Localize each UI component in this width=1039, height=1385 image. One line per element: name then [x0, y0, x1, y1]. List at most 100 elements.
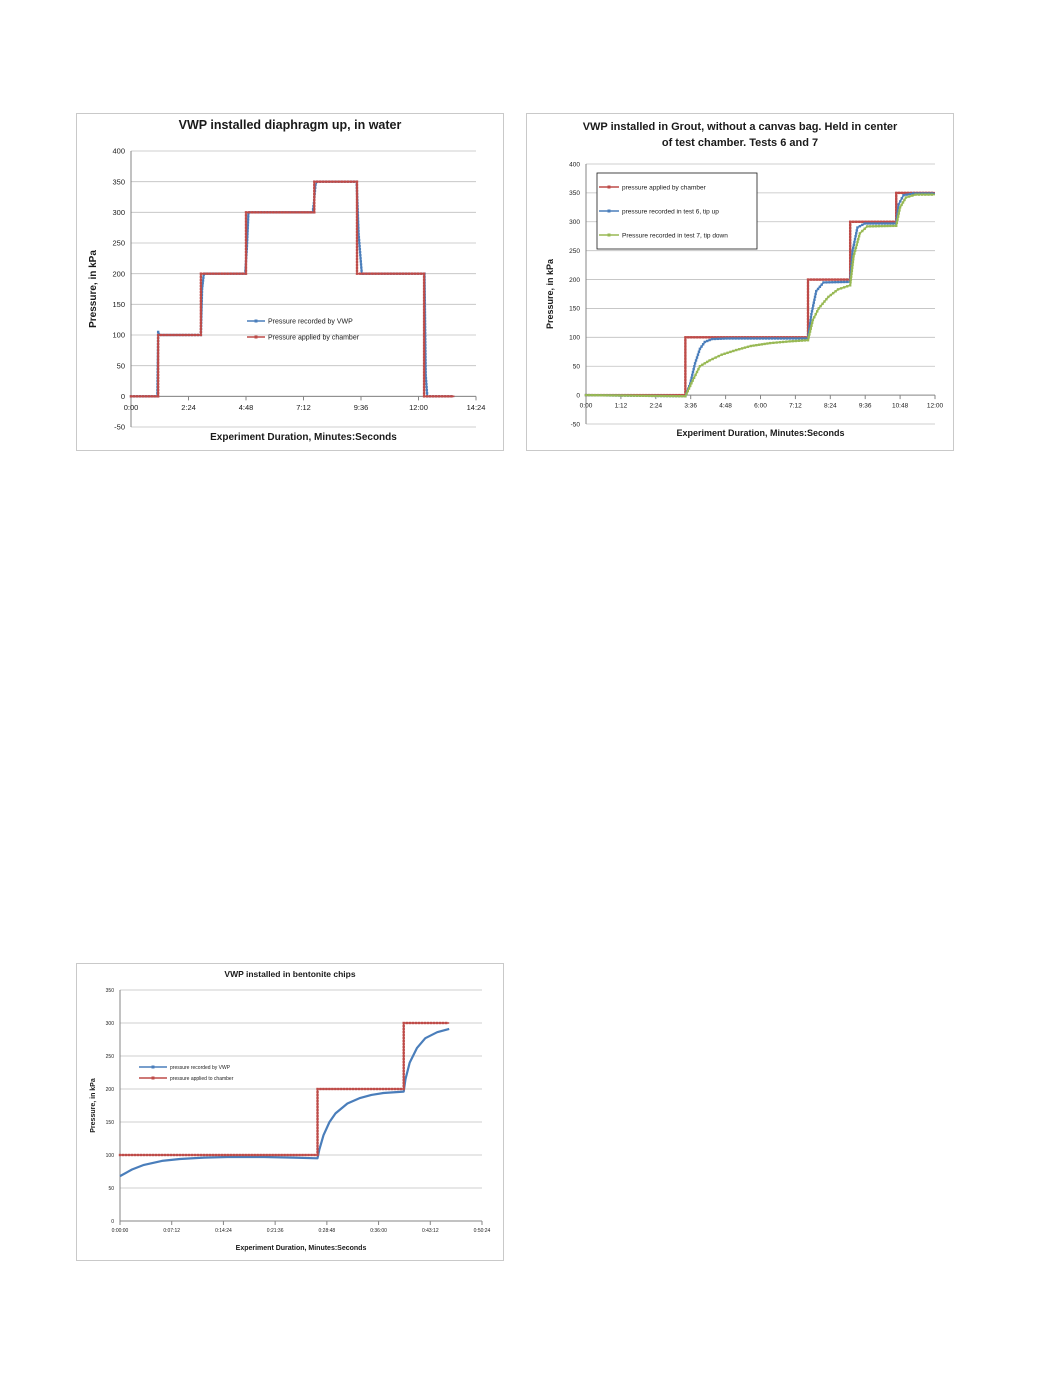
series-marker-3 — [695, 370, 699, 374]
series-marker-1 — [359, 254, 362, 257]
series-marker-2 — [861, 223, 864, 227]
series-marker-2 — [417, 1021, 421, 1025]
series-marker-3 — [701, 363, 704, 366]
x-tick-label: 14:24 — [467, 403, 486, 412]
series-marker-1 — [359, 263, 363, 266]
series-marker-2 — [447, 395, 450, 398]
chart-bentonite: VWP installed in bentonite chips 0 50 100 15… — [76, 963, 504, 1261]
series-marker-2 — [355, 219, 359, 222]
series-marker-3 — [698, 365, 702, 368]
series-marker-2 — [779, 337, 783, 340]
series-marker-2 — [244, 254, 248, 257]
series-marker-2 — [156, 364, 160, 367]
series-marker-1 — [684, 378, 687, 382]
series-marker-2 — [693, 365, 696, 368]
series-line-1 — [131, 180, 455, 398]
series-marker-2 — [220, 1153, 223, 1157]
series-marker-2 — [896, 209, 900, 212]
series-marker-2 — [265, 1153, 268, 1157]
series-marker-3 — [645, 394, 648, 398]
series-marker-3 — [808, 330, 812, 333]
series-marker-2 — [355, 186, 359, 189]
x-tick-label: 0:21:36 — [267, 1228, 284, 1234]
series-marker-2 — [190, 1153, 194, 1157]
series-marker-2 — [423, 1021, 427, 1025]
series-marker-3 — [895, 221, 899, 224]
series-marker-1 — [806, 305, 810, 309]
series-marker-2 — [322, 1087, 325, 1091]
series-marker-1 — [425, 385, 428, 389]
series-marker-2 — [407, 272, 411, 275]
series-marker-1 — [684, 342, 687, 345]
series-marker-2 — [244, 226, 248, 229]
series-marker-1 — [864, 220, 867, 223]
series-marker-1 — [806, 296, 810, 300]
series-marker-2 — [816, 287, 820, 291]
series-marker-1 — [806, 299, 810, 303]
series-marker-2 — [340, 1087, 343, 1091]
series-marker-3 — [889, 224, 892, 228]
series-marker-2 — [422, 272, 426, 275]
y-tick-label: 0 — [121, 392, 125, 401]
series-marker-2 — [355, 245, 359, 249]
x-tick-label: 3:36 — [684, 403, 697, 410]
series-marker-2 — [313, 208, 316, 211]
y-tick-label: 350 — [112, 177, 125, 186]
series-marker-3 — [785, 340, 788, 343]
series-marker-2 — [402, 1042, 405, 1046]
x-tick-label: 0:50:24 — [474, 1228, 491, 1234]
series-marker-2 — [178, 1153, 182, 1157]
series-marker-2 — [791, 337, 795, 340]
series-marker-3 — [855, 243, 858, 247]
series-marker-2 — [700, 345, 703, 348]
series-marker-2 — [785, 337, 789, 340]
series-marker-2 — [178, 333, 181, 337]
series-marker-3 — [896, 215, 900, 218]
x-tick-label: 12:00 — [409, 403, 428, 412]
series-marker-2 — [877, 222, 881, 225]
series-marker-2 — [208, 1153, 211, 1157]
series-marker-2 — [358, 272, 362, 275]
series-marker-2 — [837, 280, 840, 284]
series-marker-2 — [187, 1153, 191, 1157]
series-marker-2 — [151, 1153, 155, 1157]
series-marker-3 — [904, 196, 908, 199]
series-marker-2 — [386, 272, 389, 275]
series-marker-3 — [711, 357, 714, 361]
series-marker-1 — [848, 226, 852, 230]
series-marker-2 — [770, 337, 774, 340]
series-marker-1 — [895, 209, 898, 212]
series-marker-2 — [761, 337, 764, 340]
series-marker-2 — [316, 1114, 319, 1118]
series-marker-1 — [806, 327, 810, 330]
series-marker-1 — [806, 308, 810, 312]
x-tick-label: 7:12 — [296, 403, 311, 412]
x-tick-label: 12:00 — [927, 403, 944, 410]
series-marker-1 — [424, 349, 427, 353]
series-marker-2 — [289, 1153, 292, 1157]
series-marker-1 — [848, 223, 852, 227]
series-marker-2 — [422, 290, 426, 293]
series-marker-2 — [689, 382, 692, 385]
series-marker-1 — [246, 224, 250, 227]
series-marker-2 — [316, 1093, 319, 1097]
series-marker-2 — [199, 297, 203, 300]
series-marker-1 — [201, 279, 205, 282]
series-marker-2 — [313, 192, 316, 196]
series-marker-3 — [853, 252, 856, 255]
series-marker-2 — [812, 301, 816, 304]
series-marker-2 — [422, 341, 426, 344]
series-marker-2 — [199, 287, 203, 291]
series-marker-1 — [359, 260, 363, 263]
series-marker-2 — [773, 337, 777, 340]
series-marker-2 — [851, 249, 854, 252]
series-marker-2 — [325, 1087, 328, 1091]
series-marker-1 — [885, 220, 889, 223]
series-marker-3 — [746, 345, 750, 349]
series-marker-2 — [184, 1153, 188, 1157]
series-marker-2 — [696, 353, 700, 356]
series-marker-1 — [684, 363, 687, 366]
series-marker-2 — [283, 211, 286, 214]
series-marker-3 — [657, 394, 660, 398]
y-tick-label: 350 — [569, 190, 580, 197]
